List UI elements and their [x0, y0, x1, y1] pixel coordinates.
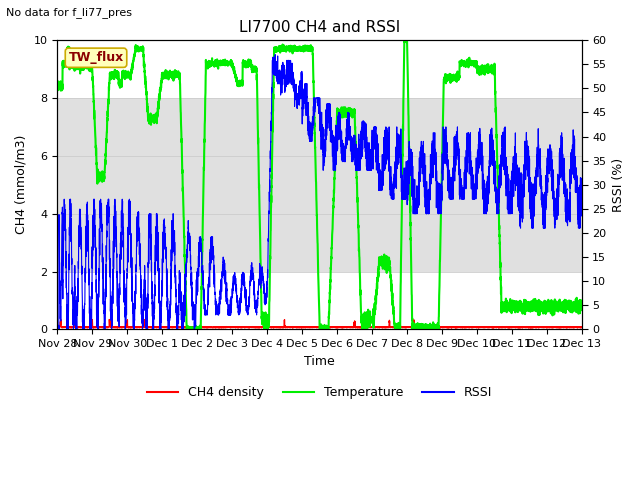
X-axis label: Time: Time — [304, 355, 335, 368]
Y-axis label: RSSI (%): RSSI (%) — [612, 158, 625, 212]
Legend: CH4 density, Temperature, RSSI: CH4 density, Temperature, RSSI — [142, 381, 497, 404]
Title: LI7700 CH4 and RSSI: LI7700 CH4 and RSSI — [239, 20, 400, 35]
Text: No data for f_li77_pres: No data for f_li77_pres — [6, 7, 132, 18]
Text: TW_flux: TW_flux — [68, 51, 124, 64]
Y-axis label: CH4 (mmol/m3): CH4 (mmol/m3) — [15, 135, 28, 234]
Bar — [57, 98, 582, 272]
